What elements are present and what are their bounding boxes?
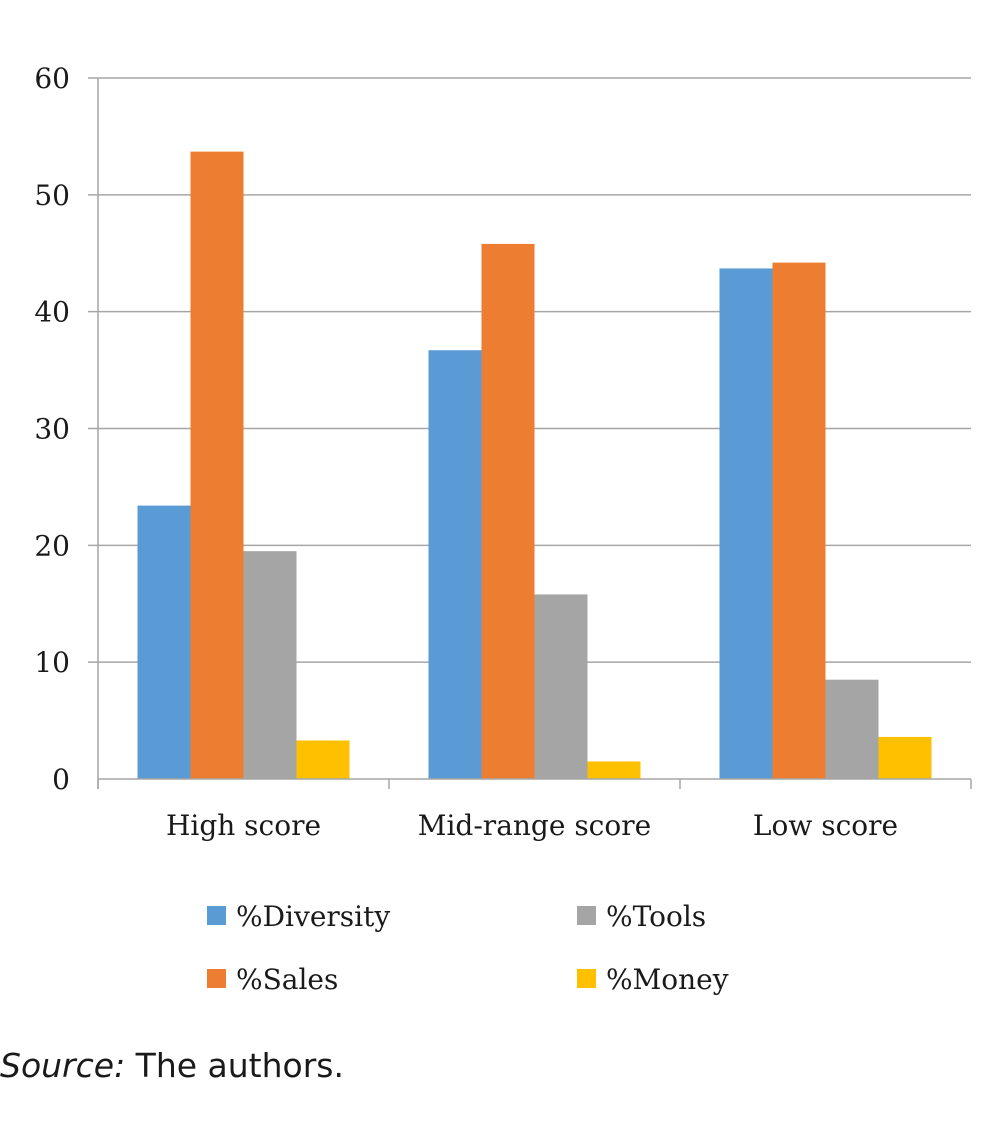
bar-chart: 0 10 20 30 40 50 60 High score Mid-range score L… <box>34 62 972 996</box>
bar-tools-2 <box>534 594 588 779</box>
bar-money-3 <box>878 736 932 779</box>
x-tick-label: Mid-range score <box>418 809 651 842</box>
legend-label: %Diversity <box>236 900 390 933</box>
legend-label: %Tools <box>606 900 706 933</box>
legend-label: %Sales <box>236 963 338 996</box>
y-tick-label: 60 <box>34 62 70 95</box>
y-tick-label: 0 <box>52 763 70 796</box>
legend: %Diversity %Sales %Tools %Money <box>207 900 729 996</box>
bars <box>137 151 932 780</box>
y-tick-label: 10 <box>34 646 70 679</box>
x-axis-labels: High score Mid-range score Low score <box>166 809 898 842</box>
y-tick-label: 40 <box>34 296 70 329</box>
bar-tools-1 <box>243 551 297 779</box>
y-axis-ticks: 0 10 20 30 40 50 60 <box>34 62 70 796</box>
bar-diversity-1 <box>137 505 191 779</box>
source-label: Source: <box>0 1046 126 1085</box>
y-tick-label: 30 <box>34 413 70 446</box>
bar-money-1 <box>296 740 350 779</box>
bar-diversity-3 <box>719 268 773 779</box>
legend-swatch <box>207 906 226 925</box>
x-tick-label: Low score <box>753 809 898 842</box>
bar-tools-3 <box>825 679 879 779</box>
x-axis <box>97 78 972 789</box>
bar-sales-3 <box>772 262 826 779</box>
y-tick-label: 50 <box>34 179 70 212</box>
legend-label: %Money <box>606 963 729 996</box>
source-text: The authors. <box>125 1046 344 1085</box>
y-tick-label: 20 <box>34 529 70 562</box>
legend-swatch <box>207 969 226 988</box>
bar-money-2 <box>587 761 641 779</box>
legend-swatch <box>577 969 596 988</box>
legend-swatch <box>577 906 596 925</box>
bar-diversity-2 <box>428 350 482 779</box>
bar-sales-2 <box>481 243 535 780</box>
source-note: Source: The authors. <box>0 1046 344 1085</box>
bar-sales-1 <box>190 151 244 780</box>
x-tick-label: High score <box>166 809 321 842</box>
